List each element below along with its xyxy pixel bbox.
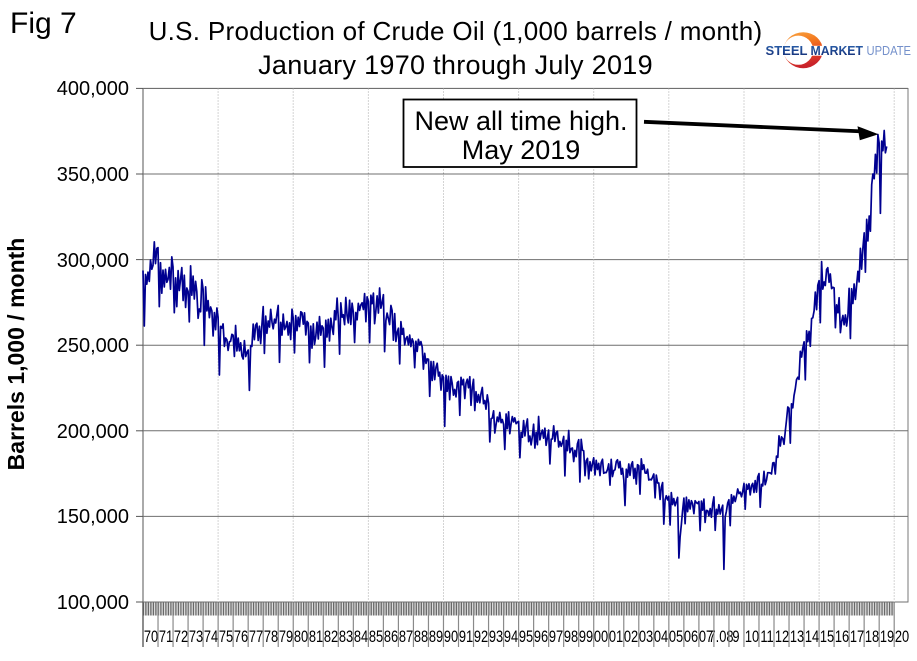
svg-text:STEEL: STEEL bbox=[766, 44, 808, 58]
svg-text:May 2019: May 2019 bbox=[462, 135, 581, 165]
svg-text:UPDATE: UPDATE bbox=[867, 44, 912, 58]
svg-text:MARKET: MARKET bbox=[811, 44, 864, 58]
svg-text:New all time high.: New all time high. bbox=[414, 106, 627, 136]
